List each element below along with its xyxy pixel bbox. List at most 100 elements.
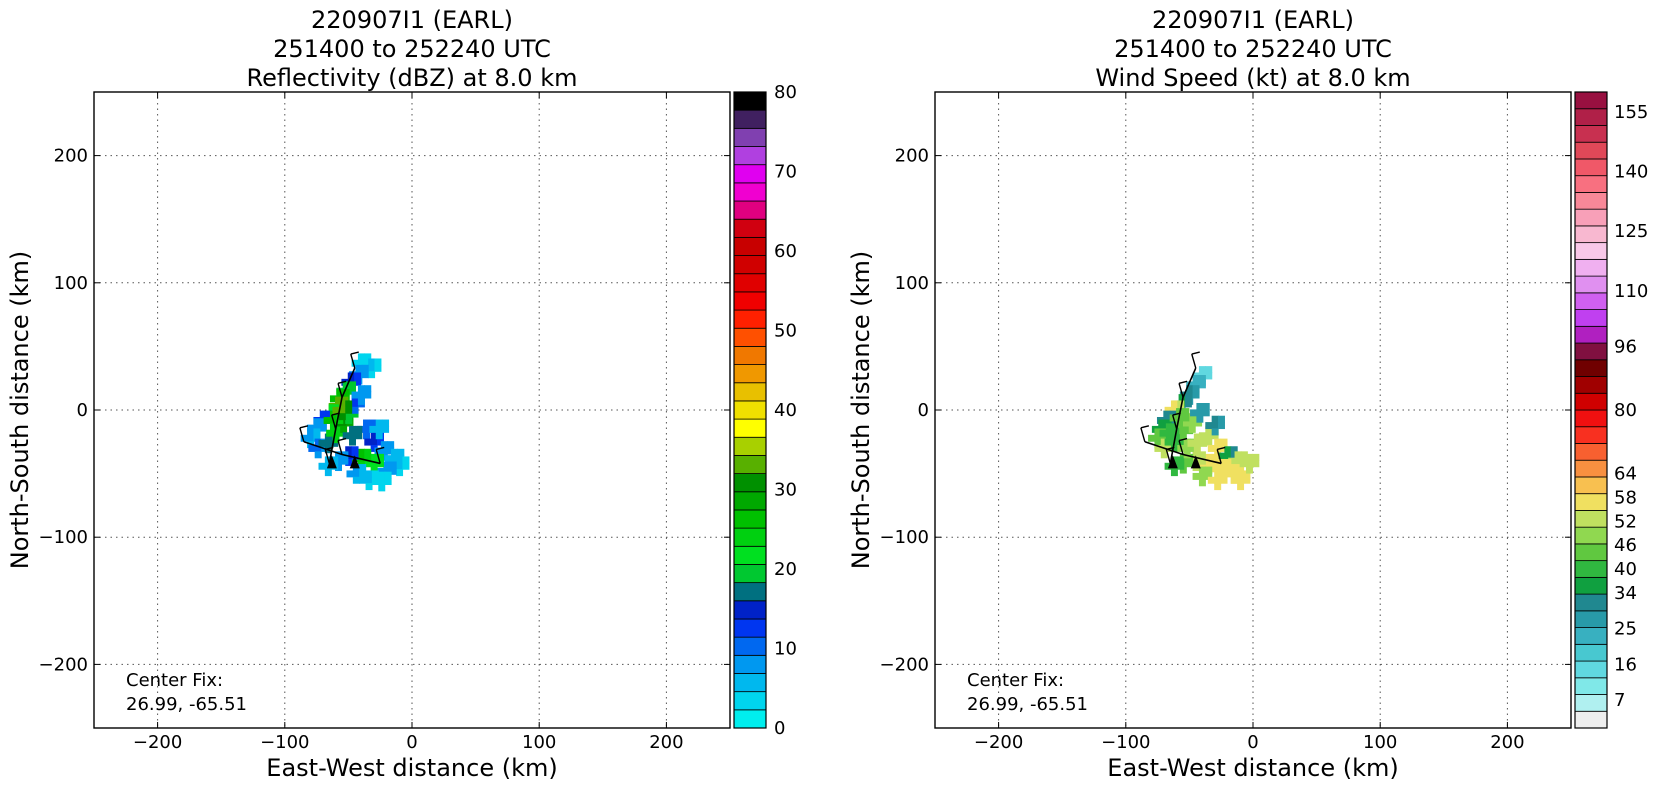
x-tick-label: −200 (133, 732, 182, 753)
colorbar-tick-label: 60 (774, 241, 797, 262)
colorbar-segment (733, 164, 767, 184)
data-cell (380, 441, 388, 449)
data-cell (354, 372, 362, 380)
data-cell (1246, 453, 1253, 461)
data-cell (345, 446, 353, 454)
chart-title-line: 251400 to 252240 UTC (1114, 35, 1392, 63)
center-fix-note: 26.99, -65.51 (126, 694, 247, 715)
plot-frame (934, 91, 1572, 729)
y-tick-label: 0 (77, 400, 88, 421)
y-axis-label: North-South distance (km) (847, 251, 875, 570)
data-cell (364, 359, 372, 367)
data-cell (1205, 425, 1213, 433)
data-cell (1198, 472, 1206, 480)
data-cell (314, 451, 322, 459)
data-cell (1193, 439, 1201, 447)
data-cell (346, 470, 354, 478)
colorbar-frame (1574, 91, 1608, 729)
data-cell (1224, 465, 1232, 473)
data-cell (1193, 433, 1201, 441)
colorbar-tick-label: 7 (1614, 690, 1625, 711)
colorbar-segment (733, 527, 767, 547)
data-cell (1184, 394, 1192, 402)
data-cell (338, 413, 346, 421)
data-cell (345, 410, 353, 418)
data-cell (340, 419, 348, 427)
data-cell (1192, 472, 1200, 480)
colorbar-segment (1574, 359, 1608, 377)
data-cell (378, 478, 386, 486)
data-cell (383, 461, 391, 469)
data-cell (1190, 409, 1197, 417)
colorbar-tick-label: 50 (774, 321, 797, 342)
data-cell (1170, 406, 1178, 414)
data-cell (342, 432, 350, 440)
data-cell (359, 470, 367, 478)
data-cell (1230, 476, 1238, 484)
data-cell (378, 484, 386, 492)
colorbar-tick-label: 70 (774, 162, 797, 183)
data-cell (318, 439, 326, 447)
colorbar-segment (1574, 660, 1608, 679)
data-cell (1154, 434, 1162, 442)
data-cell (357, 359, 365, 367)
data-cell (1160, 451, 1168, 459)
colorbar-segment (1574, 560, 1608, 578)
data-cell (345, 458, 353, 466)
x-tick-label: 200 (649, 732, 683, 753)
data-cell (1165, 436, 1173, 444)
data-cell (1179, 466, 1187, 474)
data-cell (1179, 427, 1187, 435)
wind-barb (1165, 449, 1171, 464)
data-cell (363, 419, 370, 427)
data-cell (1196, 409, 1204, 417)
colorbar-segment (1574, 91, 1608, 110)
data-cell (368, 371, 376, 379)
data-cell (365, 476, 373, 484)
data-cell (1182, 414, 1190, 422)
colorbar-tick-label: 34 (1614, 583, 1637, 604)
data-cell (1164, 419, 1172, 427)
wind-barb (337, 380, 347, 384)
data-cell (1154, 444, 1162, 452)
y-tick-label: −200 (39, 654, 88, 675)
data-cell (364, 460, 372, 468)
data-cell (349, 432, 356, 440)
data-cell (357, 448, 365, 456)
data-cell (1198, 381, 1206, 389)
data-cell (389, 467, 397, 475)
data-cell (307, 428, 315, 436)
data-cell (1182, 408, 1190, 416)
chart-title-line: 220907I1 (EARL) (311, 6, 513, 34)
data-cell (382, 419, 390, 427)
data-cell (377, 438, 384, 446)
colorbar-tick-label: 80 (1614, 400, 1637, 421)
colorbar-segment (733, 200, 767, 220)
data-cell (1169, 410, 1177, 418)
data-cell (1170, 469, 1178, 477)
data-cell (345, 416, 353, 424)
colorbar-segment (1574, 292, 1608, 310)
wind-barb (1178, 440, 1184, 455)
data-cell (384, 478, 392, 486)
data-cell (1243, 476, 1251, 484)
data-cell (1177, 456, 1185, 464)
colorbar-segment (733, 473, 767, 493)
data-cell (387, 447, 395, 455)
data-cell (1220, 444, 1228, 452)
data-cell (1220, 438, 1228, 446)
data-cell (1186, 385, 1194, 393)
data-cell (1177, 462, 1185, 470)
data-cell (1218, 452, 1225, 460)
colorbar-segment (733, 364, 767, 384)
colorbar-segment (733, 91, 767, 111)
data-cell (1205, 466, 1213, 474)
data-cell (1188, 425, 1196, 433)
colorbar-tick-label: 155 (1614, 102, 1648, 123)
data-cell (351, 410, 359, 418)
data-cell (375, 425, 383, 433)
data-cell (363, 425, 370, 433)
chart-title-line: Wind Speed (kt) at 8.0 km (1095, 64, 1410, 92)
data-cell (1211, 432, 1219, 440)
data-cell (1207, 476, 1215, 484)
